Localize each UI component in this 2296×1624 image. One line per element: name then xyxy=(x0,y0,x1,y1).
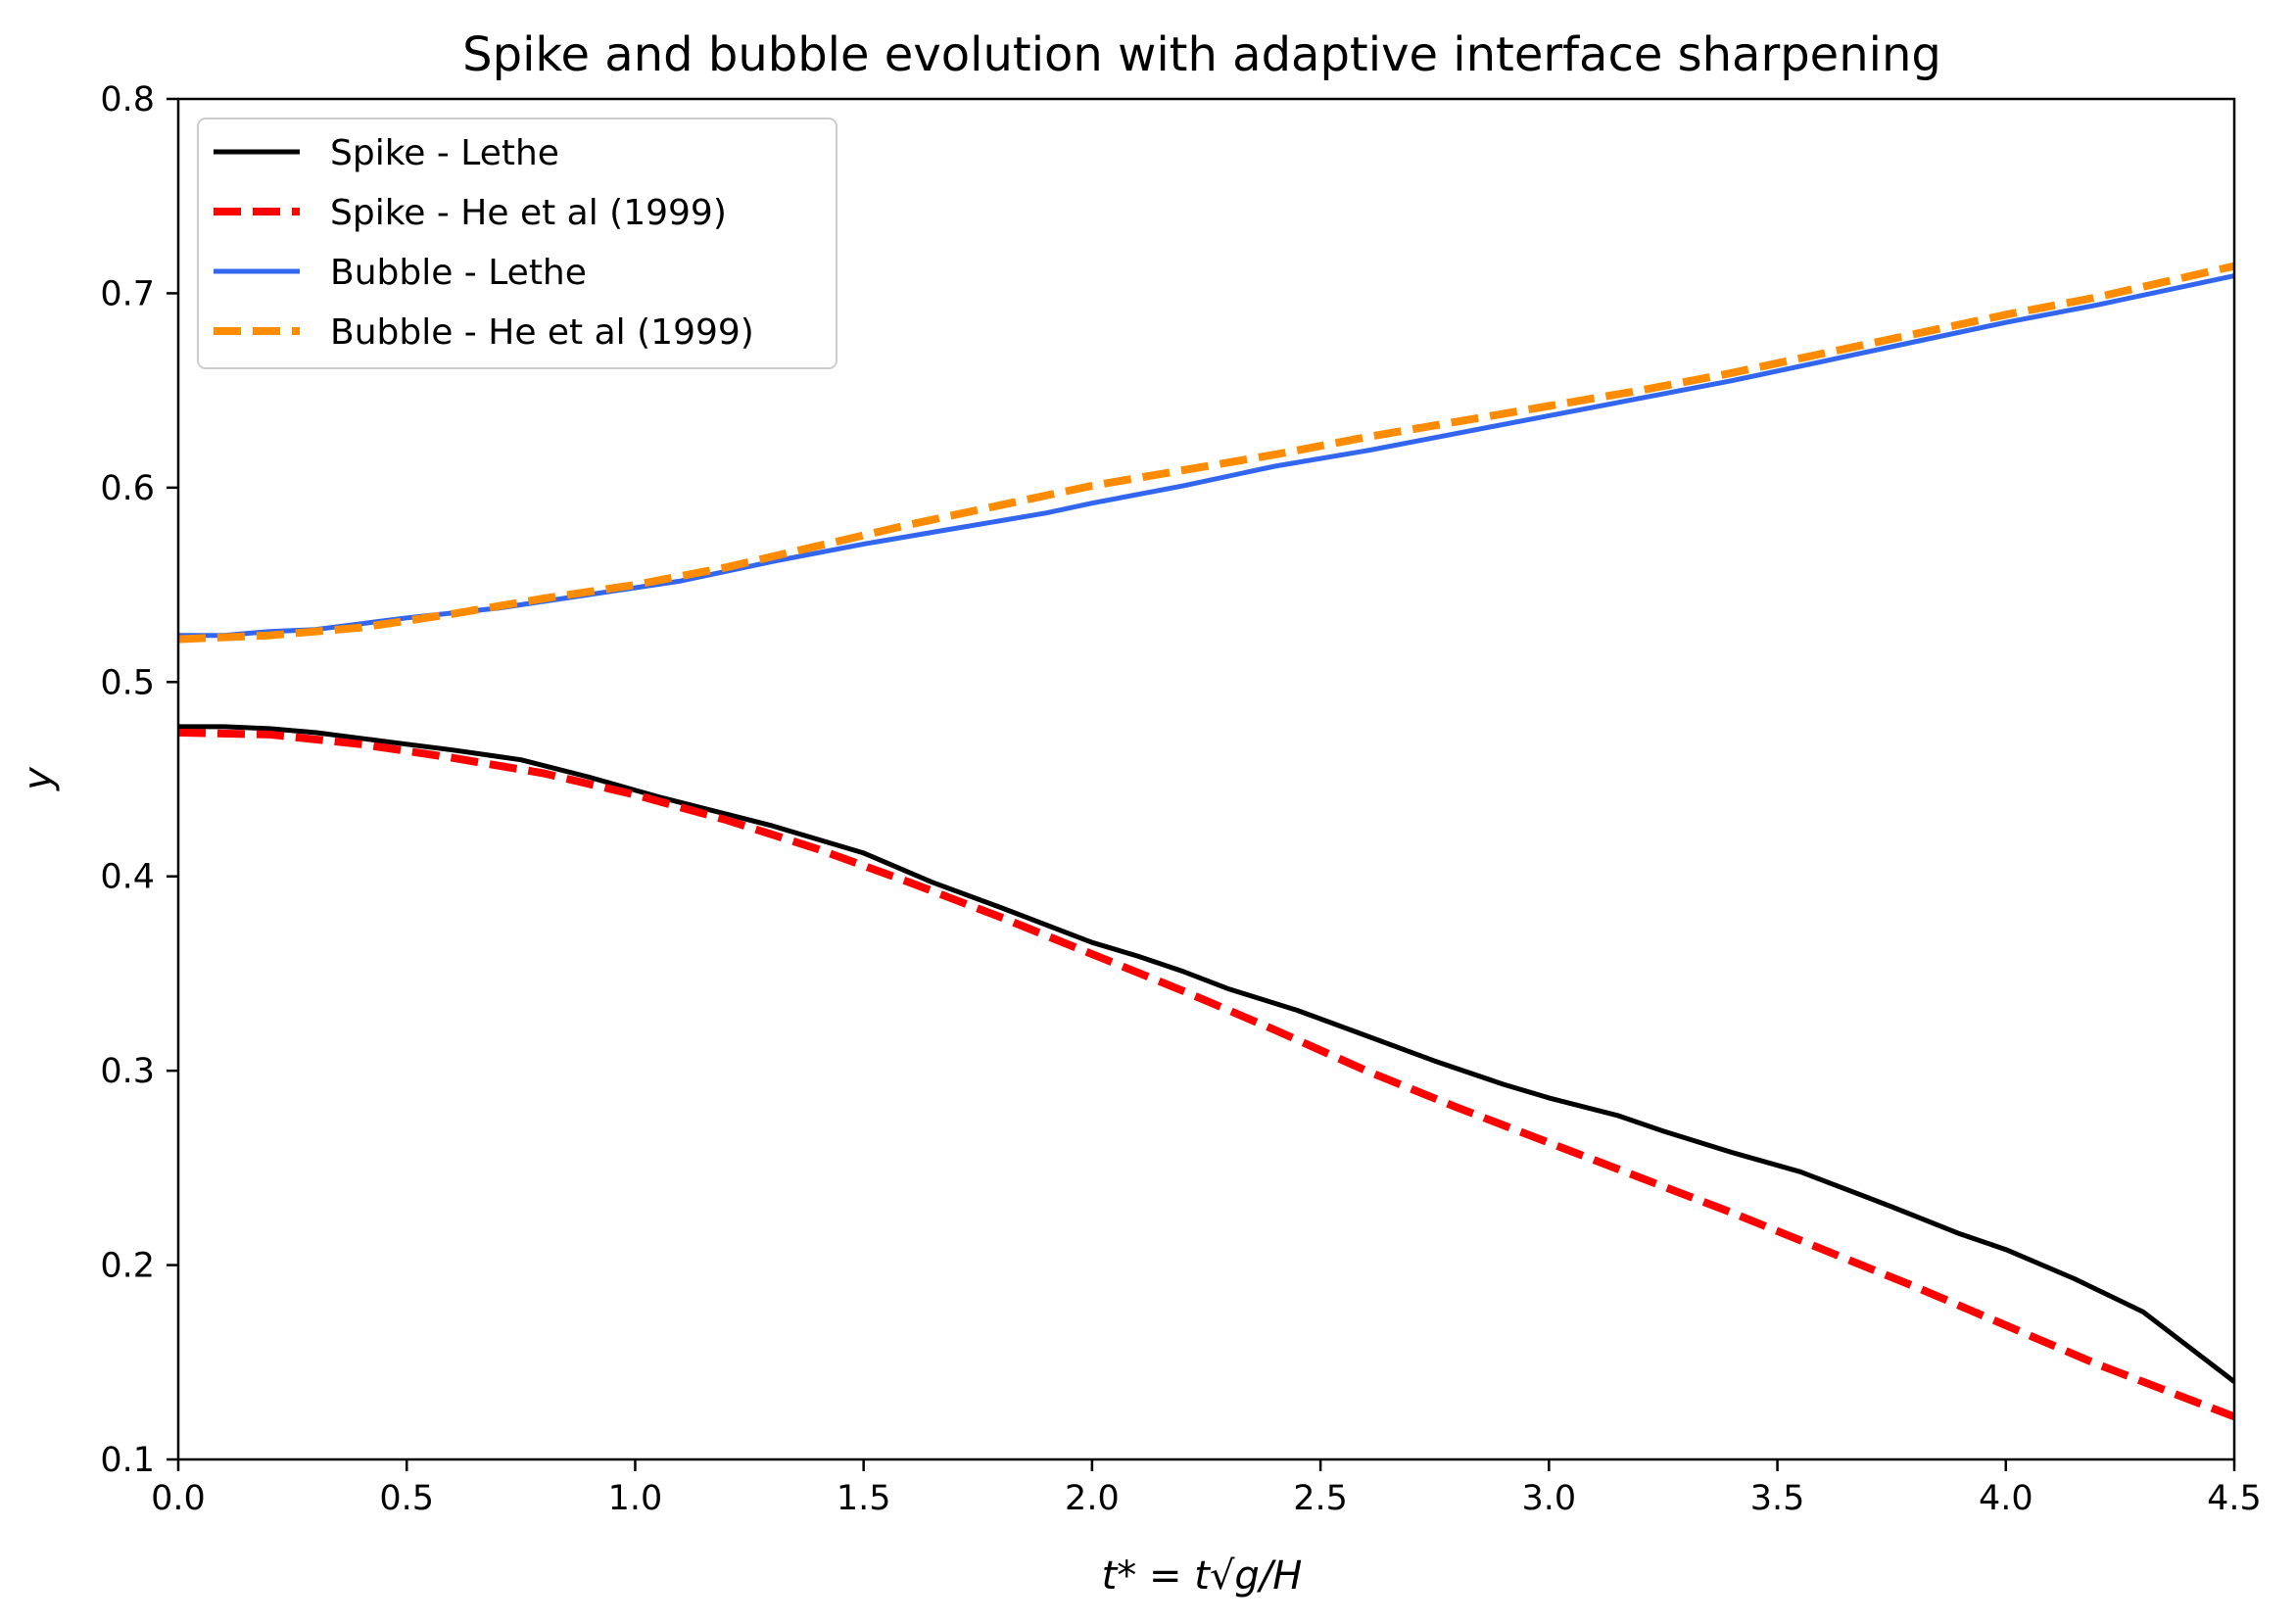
legend-label-4: Bubble - He et al (1999) xyxy=(330,312,754,353)
series-layer xyxy=(177,262,2236,1421)
x-tick-label: 2.5 xyxy=(1293,1479,1348,1518)
x-axis-label: t* = t√g/H xyxy=(1102,1553,1303,1599)
y-tick-label: 0.3 xyxy=(100,1052,155,1091)
legend: Spike - Lethe Spike - He et al (1999) Bubb… xyxy=(197,118,837,369)
x-tick-label: 1.0 xyxy=(608,1479,663,1518)
legend-box xyxy=(197,118,837,369)
series-line-1 xyxy=(178,724,2236,1384)
plot-frame xyxy=(176,97,2236,1461)
series-line-4 xyxy=(177,262,2235,644)
x-tick-label: 0.0 xyxy=(151,1479,206,1518)
x-axis-ticks: 0.0 0.5 1.0 1.5 2.0 2.5 3.0 3.5 4.0 4.5 xyxy=(151,1459,2262,1518)
x-tick-label: 0.5 xyxy=(379,1479,434,1518)
series-line-3 xyxy=(178,273,2235,639)
y-tick-label: 0.6 xyxy=(100,469,155,508)
y-axis-ticks: 0.1 0.2 0.3 0.4 0.5 0.6 0.7 0.8 xyxy=(100,80,178,1480)
y-axis-label: y xyxy=(16,766,61,791)
legend-label-2: Spike - He et al (1999) xyxy=(330,193,727,233)
x-tick-label: 4.0 xyxy=(1979,1479,2033,1518)
y-tick-label: 0.8 xyxy=(100,80,155,119)
legend-label-3: Bubble - Lethe xyxy=(330,253,587,293)
x-tick-label: 3.5 xyxy=(1750,1479,1805,1518)
x-tick-label: 1.5 xyxy=(837,1479,891,1518)
x-tick-label: 3.0 xyxy=(1521,1479,1576,1518)
y-tick-label: 0.4 xyxy=(100,858,155,897)
x-tick-label: 2.0 xyxy=(1065,1479,1120,1518)
x-tick-label: 4.5 xyxy=(2207,1479,2262,1518)
y-tick-label: 0.2 xyxy=(100,1247,155,1286)
y-tick-label: 0.7 xyxy=(100,274,155,313)
legend-label-1: Spike - Lethe xyxy=(330,133,559,173)
y-tick-label: 0.1 xyxy=(100,1441,155,1480)
chart-title: Spike and bubble evolution with adaptive… xyxy=(462,27,1941,82)
y-tick-label: 0.5 xyxy=(100,663,155,702)
series-line-2 xyxy=(177,728,2236,1421)
